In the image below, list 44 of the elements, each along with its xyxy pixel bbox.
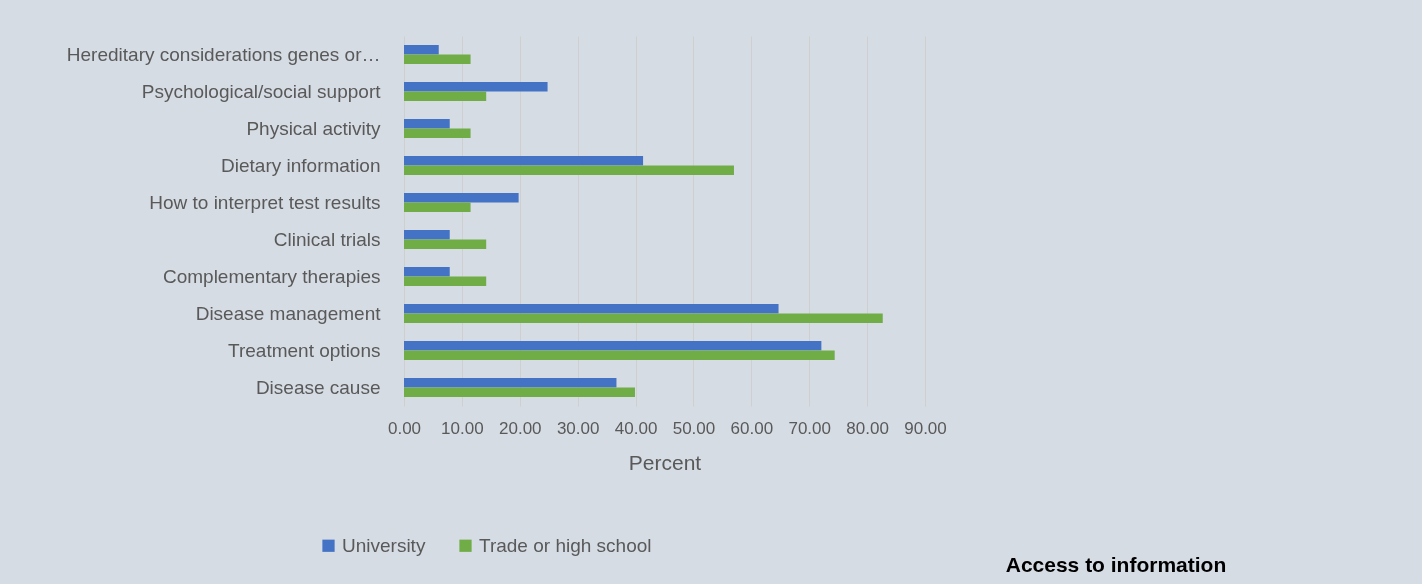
- x-tick-label: 0.00: [387, 418, 422, 438]
- legend-label: University: [342, 534, 426, 556]
- x-tick-label: 80.00: [846, 418, 889, 438]
- x-tick-label: 50.00: [672, 418, 716, 438]
- bar: [404, 303, 779, 314]
- y-tick-label: Disease cause: [255, 376, 381, 398]
- y-tick-label: Disease management: [195, 302, 382, 324]
- y-tick-label: Clinical trials: [273, 228, 381, 250]
- bar: [404, 340, 822, 351]
- y-tick-label: Complementary therapies: [162, 265, 381, 287]
- bar: [404, 118, 450, 129]
- bar: [404, 192, 519, 203]
- bar: [404, 155, 644, 166]
- x-tick-label: 90.00: [904, 418, 947, 438]
- bar: [404, 54, 471, 65]
- x-tick-label: 30.00: [556, 418, 600, 438]
- bar: [404, 313, 883, 324]
- y-tick-label: Psychological/social support: [141, 80, 382, 102]
- bar: [404, 128, 471, 139]
- bar: [404, 387, 635, 398]
- bar: [404, 81, 548, 92]
- bar: [404, 266, 450, 277]
- y-tick-label: How to interpret test results: [149, 191, 381, 213]
- y-tick-label: Physical activity: [246, 117, 381, 139]
- y-tick-label: Treatment options: [228, 339, 381, 361]
- bar: [404, 276, 487, 287]
- bar: [404, 202, 471, 213]
- bar: [404, 377, 617, 388]
- bar: [404, 239, 487, 250]
- y-tick-label: Hereditary considerations genes or…: [66, 43, 381, 65]
- bar: [404, 229, 450, 240]
- legend-label: Trade or high school: [479, 534, 652, 556]
- text: Access to information: [1005, 553, 1227, 576]
- bar: [404, 44, 439, 55]
- x-tick-label: 60.00: [730, 418, 774, 438]
- x-tick-label: 20.00: [499, 418, 542, 438]
- bar: [404, 350, 835, 361]
- x-tick-label: 10.00: [441, 418, 484, 438]
- bar: [404, 165, 734, 176]
- x-axis-title: Percent: [628, 450, 702, 474]
- x-tick-label: 70.00: [788, 418, 831, 438]
- y-tick-label: Dietary information: [221, 154, 381, 176]
- bar: [404, 91, 487, 102]
- x-tick-label: 40.00: [614, 418, 658, 438]
